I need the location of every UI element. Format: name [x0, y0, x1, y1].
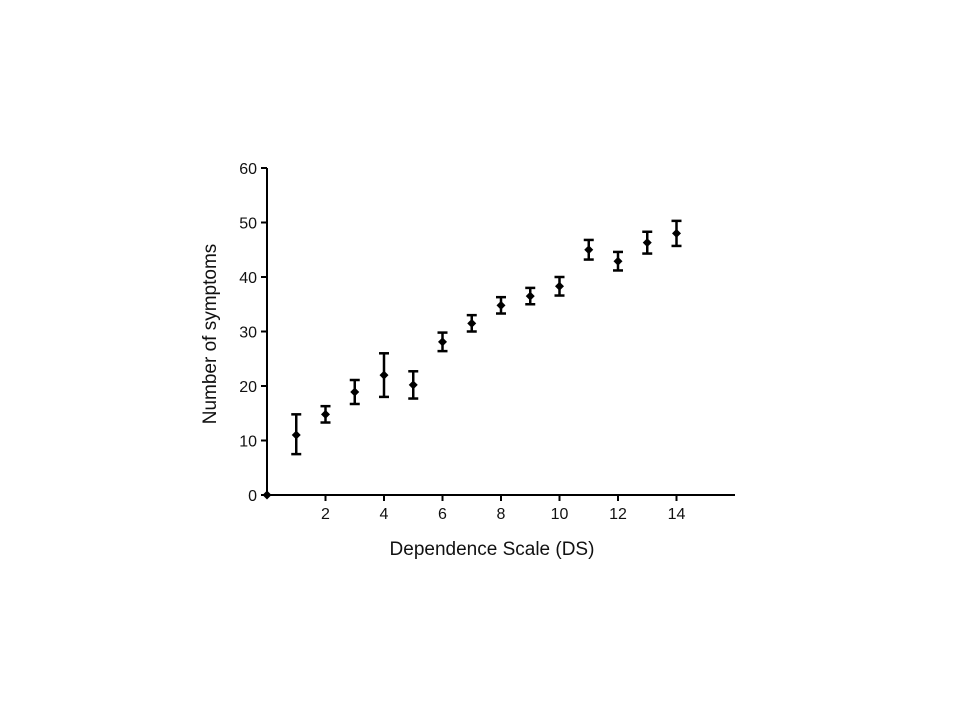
y-tick-label-40: 40 [239, 270, 257, 287]
y-tick-label-50: 50 [239, 216, 257, 233]
diamond-marker [672, 228, 681, 238]
y-tick-label-10: 10 [239, 434, 257, 451]
x-tick-label-8: 8 [497, 506, 506, 523]
x-axis-title: Dependence Scale (DS) [390, 539, 595, 560]
data-point [525, 286, 536, 306]
y-axis-ticks: 0 10 20 30 40 50 60 [239, 161, 267, 505]
data-point [408, 370, 419, 400]
x-tick-label-6: 6 [438, 506, 447, 523]
diamond-marker [642, 238, 652, 248]
diamond-marker [613, 256, 623, 266]
x-tick-label-4: 4 [380, 506, 389, 523]
diamond-marker [555, 281, 564, 291]
diamond-marker [438, 337, 447, 347]
diamond-marker [291, 430, 301, 440]
diamond-marker [408, 380, 418, 390]
data-point [291, 413, 302, 456]
y-axis-title: Number of symptoms [200, 244, 221, 425]
data-point [320, 404, 331, 424]
x-tick-label-2: 2 [321, 506, 330, 523]
diamond-marker [467, 318, 477, 328]
diamond-marker [496, 300, 506, 310]
y-tick-label-0: 0 [248, 488, 257, 505]
data-point [379, 352, 389, 399]
data-point [671, 219, 682, 248]
data-point [613, 250, 623, 272]
chart-marks [262, 219, 682, 500]
y-tick-label-60: 60 [239, 161, 257, 178]
diamond-marker [379, 370, 389, 380]
x-tick-label-14: 14 [668, 506, 686, 523]
data-point [349, 378, 360, 406]
data-point [466, 313, 477, 333]
x-tick-label-10: 10 [551, 506, 569, 523]
diamond-marker [525, 291, 535, 301]
y-tick-label-20: 20 [239, 379, 257, 396]
diamond-marker [350, 387, 360, 397]
x-tick-label-12: 12 [609, 506, 627, 523]
data-point [437, 331, 448, 353]
data-point [583, 238, 594, 261]
data-point [554, 275, 565, 297]
x-axis-ticks: 2 4 6 8 10 12 14 [321, 495, 686, 523]
data-point [642, 230, 653, 255]
data-point [496, 295, 506, 315]
y-tick-label-30: 30 [239, 325, 257, 342]
diamond-marker [584, 245, 594, 255]
diamond-marker [321, 409, 330, 419]
